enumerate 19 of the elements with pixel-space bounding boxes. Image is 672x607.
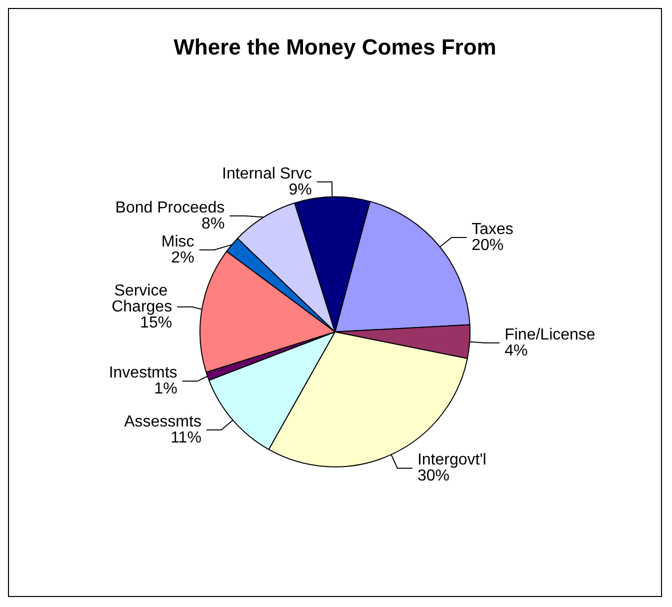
slice-label: Fine/License: [504, 326, 596, 344]
data-label: 9%: [288, 181, 312, 198]
data-label: 1%: [154, 380, 178, 398]
slice-label: Intergovt'l: [417, 452, 486, 469]
data-label: 4%: [504, 342, 528, 360]
slice-label: Assessmts: [124, 413, 202, 430]
data-label: 15%: [140, 314, 172, 332]
data-label: 8%: [202, 215, 225, 232]
slice-label: Taxes: [472, 220, 514, 238]
slice-label: Investmts: [108, 364, 178, 382]
chart-title: Where the Money Comes From: [174, 34, 496, 60]
data-label: 2%: [171, 249, 194, 266]
data-label: 30%: [417, 468, 450, 485]
slice-label: Misc: [161, 233, 194, 250]
data-label: 11%: [170, 429, 202, 446]
data-label: 20%: [472, 236, 504, 254]
slice-label: Service Charges: [112, 282, 172, 316]
slice-label: Internal Srvc: [222, 165, 312, 182]
slice-label: Bond Proceeds: [115, 199, 225, 216]
